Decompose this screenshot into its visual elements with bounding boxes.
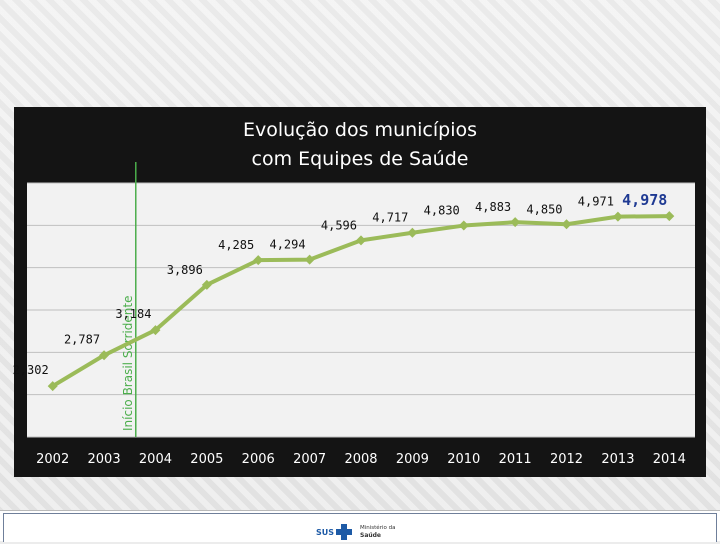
footer-frame: SUS Ministério da Saúde [3, 513, 717, 542]
x-tick-label: 2004 [139, 452, 172, 467]
data-point [561, 219, 572, 230]
data-point [304, 254, 315, 265]
x-tick-label: 2013 [601, 452, 634, 467]
data-point [356, 235, 366, 246]
data-point [201, 279, 212, 290]
x-tick-label: 2014 [653, 452, 686, 467]
data-label: 4,717 [372, 211, 408, 225]
chart-title-line-2: com Equipes de Saúde [251, 148, 469, 170]
x-tick-label: 2005 [190, 452, 223, 467]
footer-bar: SUS Ministério da Saúde [0, 510, 720, 542]
data-point [510, 217, 521, 228]
data-point [458, 220, 469, 231]
data-label: 2,302 [13, 363, 49, 377]
data-label: 4,971 [578, 195, 614, 209]
data-point [612, 211, 623, 222]
x-tick-label: 2003 [88, 452, 121, 467]
x-tick-label: 2006 [242, 452, 275, 467]
health-cross-icon [336, 524, 352, 540]
x-tick-label: 2010 [447, 452, 480, 467]
data-label: 4,850 [526, 202, 562, 216]
x-tick-label: 2012 [550, 452, 583, 467]
data-label: 4,596 [321, 218, 357, 232]
annotation-label: Início Brasil Sorridente [121, 296, 135, 431]
data-point [99, 350, 110, 361]
ministry-logo-text: Ministério da Saúde [360, 525, 420, 540]
x-tick-label: 2002 [36, 452, 69, 467]
data-label: 2,787 [64, 332, 100, 346]
data-label: 4,978 [622, 191, 667, 209]
x-tick-label: 2009 [396, 452, 429, 467]
ministry-logo-line-2: Saúde [360, 532, 382, 539]
x-tick-label: 2007 [293, 452, 326, 467]
data-label: 3,184 [115, 307, 151, 321]
x-tick-label: 2008 [344, 452, 377, 467]
chart-title: Evolução dos municípios com Equipes de S… [0, 116, 720, 174]
chart-title-line-1: Evolução dos municípios [242, 119, 478, 141]
data-label: 3,896 [167, 263, 203, 277]
data-label: 4,830 [424, 204, 460, 218]
data-point [150, 325, 161, 336]
data-label: 4,883 [475, 200, 511, 214]
ministry-logo-line-1: Ministério da [360, 525, 396, 531]
data-point [664, 211, 675, 222]
x-tick-label: 2011 [499, 452, 532, 467]
data-label: 4,285 [218, 238, 254, 252]
data-point [253, 255, 264, 266]
data-point [407, 227, 418, 238]
data-point [47, 381, 58, 392]
sus-logo-text: SUS [316, 528, 335, 537]
data-label: 4,294 [269, 238, 305, 252]
